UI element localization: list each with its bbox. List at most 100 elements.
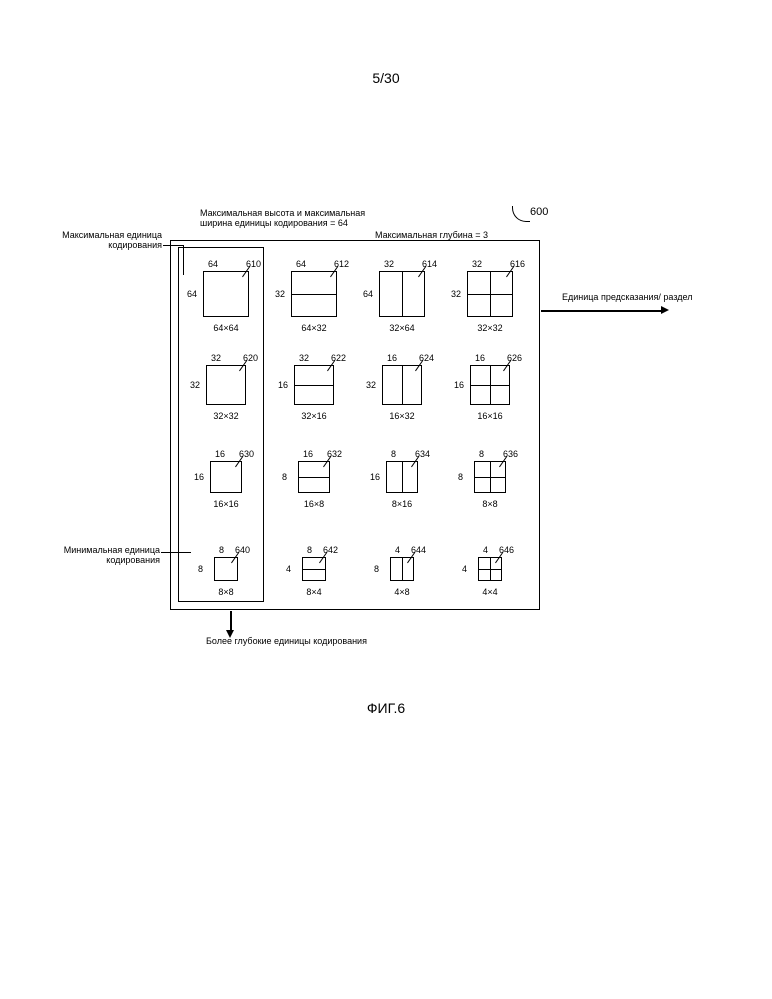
arrow-right-head xyxy=(661,306,669,314)
unit-box: 1632624 xyxy=(382,365,422,405)
label-min-coding-unit: Минимальная единица кодирования xyxy=(48,545,160,565)
arrow-down xyxy=(230,611,232,631)
bottom-size-label: 16×16 xyxy=(449,411,531,421)
top-dimension: 16 xyxy=(475,353,485,363)
unit-box-wrap: 3264614 xyxy=(379,271,425,317)
top-dimension: 8 xyxy=(479,449,484,459)
unit-box: 3216622 xyxy=(294,365,334,405)
left-dimension: 32 xyxy=(275,289,285,299)
unit-box-wrap: 88636 xyxy=(474,461,506,493)
coding-unit-cell: 816634 8×16 xyxy=(361,429,443,515)
unit-box: 3264614 xyxy=(379,271,425,317)
left-dimension: 16 xyxy=(194,472,204,482)
unit-box-wrap: 3232616 xyxy=(467,271,513,317)
coding-unit-cell: 6464610 64×64 xyxy=(185,253,267,339)
top-dimension: 32 xyxy=(299,353,309,363)
unit-box: 88640 xyxy=(214,557,238,581)
unit-box-wrap: 3216622 xyxy=(294,365,334,405)
unit-box-wrap: 816634 xyxy=(386,461,418,493)
left-dimension: 64 xyxy=(187,289,197,299)
coding-unit-cell: 84642 8×4 xyxy=(273,517,355,603)
unit-box-wrap: 1616630 xyxy=(210,461,242,493)
left-dimension: 8 xyxy=(374,564,379,574)
unit-box-wrap: 1632624 xyxy=(382,365,422,405)
unit-box: 816634 xyxy=(386,461,418,493)
unit-box-wrap: 1616626 xyxy=(470,365,510,405)
unit-box: 6432612 xyxy=(291,271,337,317)
bottom-size-label: 16×16 xyxy=(185,499,267,509)
top-dimension: 4 xyxy=(483,545,488,555)
bottom-size-label: 8×16 xyxy=(361,499,443,509)
unit-box-wrap: 88640 xyxy=(214,557,238,581)
coding-unit-cell: 48644 4×8 xyxy=(361,517,443,603)
page-number: 5/30 xyxy=(372,70,399,86)
bottom-size-label: 64×32 xyxy=(273,323,355,333)
bottom-size-label: 32×16 xyxy=(273,411,355,421)
unit-box: 3232620 xyxy=(206,365,246,405)
top-dimension: 16 xyxy=(387,353,397,363)
unit-box: 168632 xyxy=(298,461,330,493)
label-max-height-width: Максимальная высота и максимальная ширин… xyxy=(200,208,380,228)
bottom-size-label: 16×32 xyxy=(361,411,443,421)
bottom-size-label: 8×4 xyxy=(273,587,355,597)
coding-unit-cell: 88636 8×8 xyxy=(449,429,531,515)
coding-unit-cell: 44646 4×4 xyxy=(449,517,531,603)
coding-unit-cell: 6432612 64×32 xyxy=(273,253,355,339)
top-dimension: 32 xyxy=(384,259,394,269)
coding-unit-cell: 88640 8×8 xyxy=(185,517,267,603)
unit-box-wrap: 3232620 xyxy=(206,365,246,405)
top-dimension: 8 xyxy=(219,545,224,555)
bottom-size-label: 8×8 xyxy=(449,499,531,509)
left-dimension: 8 xyxy=(458,472,463,482)
top-dimension: 4 xyxy=(395,545,400,555)
unit-box: 1616630 xyxy=(210,461,242,493)
top-dimension: 64 xyxy=(208,259,218,269)
left-dimension: 8 xyxy=(198,564,203,574)
left-dimension: 4 xyxy=(286,564,291,574)
top-dimension: 64 xyxy=(296,259,306,269)
label-prediction-unit: Единица предсказания/ раздел xyxy=(562,292,702,302)
coding-unit-cell: 1616626 16×16 xyxy=(449,341,531,427)
unit-box-wrap: 6464610 xyxy=(203,271,249,317)
unit-box: 44646 xyxy=(478,557,502,581)
left-dimension: 8 xyxy=(282,472,287,482)
bottom-size-label: 64×64 xyxy=(185,323,267,333)
bottom-size-label: 4×8 xyxy=(361,587,443,597)
figure-caption: ФИГ.6 xyxy=(367,700,405,716)
coding-unit-grid: 646461064×64643261264×32326461432×643232… xyxy=(185,253,531,603)
left-dimension: 4 xyxy=(462,564,467,574)
unit-box: 88636 xyxy=(474,461,506,493)
coding-unit-cell: 1616630 16×16 xyxy=(185,429,267,515)
top-dimension: 32 xyxy=(211,353,221,363)
bottom-size-label: 32×64 xyxy=(361,323,443,333)
left-dimension: 32 xyxy=(190,380,200,390)
unit-box-wrap: 48644 xyxy=(390,557,414,581)
bottom-size-label: 32×32 xyxy=(185,411,267,421)
top-dimension: 32 xyxy=(472,259,482,269)
figure-6-diagram: Максимальная единица кодирования Максима… xyxy=(0,200,772,720)
unit-box: 3232616 xyxy=(467,271,513,317)
ref-600: 600 xyxy=(530,206,548,218)
top-dimension: 8 xyxy=(307,545,312,555)
top-dimension: 16 xyxy=(303,449,313,459)
label-max-coding-unit: Максимальная единица кодирования xyxy=(52,230,162,250)
unit-box: 84642 xyxy=(302,557,326,581)
unit-box: 6464610 xyxy=(203,271,249,317)
label-max-depth: Максимальная глубина = 3 xyxy=(375,230,488,240)
coding-unit-cell: 168632 16×8 xyxy=(273,429,355,515)
bottom-size-label: 4×4 xyxy=(449,587,531,597)
ref-600-leader xyxy=(512,206,530,222)
top-dimension: 8 xyxy=(391,449,396,459)
bottom-size-label: 16×8 xyxy=(273,499,355,509)
unit-box-wrap: 44646 xyxy=(478,557,502,581)
coding-unit-cell: 323261632×32 xyxy=(449,253,531,339)
bottom-size-label: 8×8 xyxy=(185,587,267,597)
left-dimension: 32 xyxy=(366,380,376,390)
left-dimension: 16 xyxy=(454,380,464,390)
coding-unit-cell: 3216622 32×16 xyxy=(273,341,355,427)
left-dimension: 64 xyxy=(363,289,373,299)
unit-box-wrap: 84642 xyxy=(302,557,326,581)
arrow-right xyxy=(541,310,661,312)
left-dimension: 32 xyxy=(451,289,461,299)
unit-box: 1616626 xyxy=(470,365,510,405)
